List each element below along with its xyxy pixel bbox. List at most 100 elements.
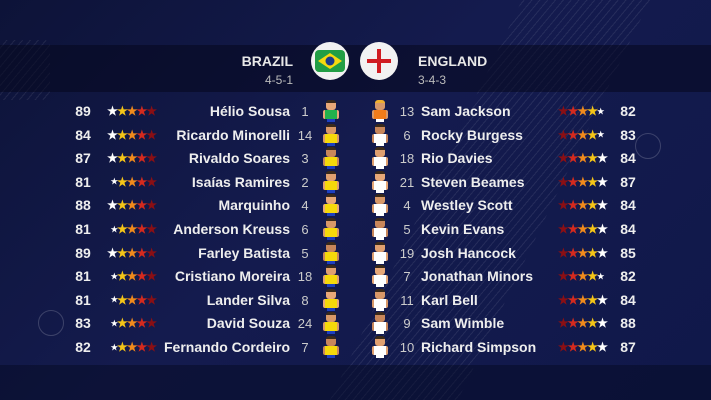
home-player-row[interactable]: 81 ★ ★ ★ ★ ★ Cristiano Moreira 18	[0, 265, 711, 288]
player-name: Fernando Cordeiro	[163, 339, 290, 355]
star-icon: ★	[577, 151, 589, 166]
star-icon: ★	[587, 104, 598, 118]
star-rating: ★ ★ ★ ★ ★	[558, 127, 604, 142]
star-icon: ★	[558, 316, 569, 331]
star-icon: ★	[116, 245, 128, 260]
player-rating: 84	[620, 150, 636, 167]
home-player-row[interactable]: 84 ★ ★ ★ ★ ★ Ricardo Minorelli 14	[0, 123, 711, 146]
away-player-row[interactable]: 19 Josh Hancock ★ ★ ★ ★ ★ 85	[0, 241, 711, 264]
home-player-row[interactable]: 81 ★ ★ ★ ★ ★ Anderson Kreuss 6	[0, 218, 711, 240]
star-icon: ★	[587, 174, 598, 189]
star-icon: ★	[597, 198, 608, 213]
star-rating: ★ ★ ★ ★ ★	[558, 292, 608, 307]
star-rating: ★ ★ ★ ★ ★	[102, 269, 157, 283]
star-rating: ★ ★ ★ ★ ★	[102, 316, 157, 331]
player-rating: 89	[75, 244, 91, 261]
player-rating: 84	[620, 221, 636, 237]
home-player-row[interactable]: 89 ★ ★ ★ ★ ★ Farley Batista 5	[0, 241, 711, 264]
away-player-row[interactable]: 21 Steven Beames ★ ★ ★ ★ ★ 87	[0, 170, 711, 193]
star-icon: ★	[116, 127, 128, 142]
star-icon: ★	[126, 174, 138, 189]
star-icon: ★	[577, 340, 589, 354]
player-sprite	[372, 218, 388, 240]
away-player-row[interactable]: 6 Rocky Burgess ★ ★ ★ ★ ★ 83	[0, 123, 711, 146]
star-icon: ★	[136, 127, 147, 142]
star-icon: ★	[558, 222, 569, 236]
home-player-row[interactable]: 82 ★ ★ ★ ★ ★ Fernando Cordeiro 7	[0, 336, 711, 358]
star-icon: ★	[110, 342, 118, 352]
star-icon: ★	[136, 292, 147, 307]
player-name: Farley Batista	[198, 244, 290, 261]
player-name: Cristiano Moreira	[174, 268, 290, 285]
star-icon: ★	[107, 104, 118, 118]
star-rating: ★ ★ ★ ★ ★	[102, 151, 157, 165]
brazil-flag-icon	[311, 42, 349, 80]
star-icon: ★	[110, 177, 118, 187]
player-rating: 85	[620, 244, 636, 261]
player-number: 14	[297, 127, 313, 143]
star-icon: ★	[587, 151, 598, 166]
star-icon: ★	[567, 269, 579, 284]
star-rating: ★ ★ ★ ★ ★	[102, 174, 157, 189]
player-number: 8	[301, 292, 309, 308]
away-player-row[interactable]: 10 Richard Simpson ★ ★ ★ ★ ★ 87	[0, 336, 711, 358]
player-rating: 81	[75, 268, 91, 285]
star-icon: ★	[597, 151, 608, 166]
star-icon: ★	[587, 340, 598, 354]
star-icon: ★	[567, 316, 579, 331]
player-sprite	[323, 241, 339, 264]
star-icon: ★	[587, 245, 598, 260]
decor-circle	[38, 310, 64, 336]
player-number: 7	[301, 340, 309, 355]
star-icon: ★	[587, 198, 598, 213]
home-player-row[interactable]: 89 ★ ★ ★ ★ ★ Hélio Sousa 1	[0, 100, 711, 122]
star-icon: ★	[136, 245, 147, 260]
player-name: Rocky Burgess	[421, 126, 523, 143]
star-icon: ★	[587, 222, 598, 236]
player-rating: 83	[75, 315, 91, 332]
star-rating: ★ ★ ★ ★ ★	[558, 151, 608, 166]
player-number: 13	[399, 104, 415, 119]
star-icon: ★	[107, 127, 118, 142]
star-icon: ★	[136, 198, 147, 213]
star-rating: ★ ★ ★ ★ ★	[558, 245, 608, 260]
player-name: Jonathan Minors	[421, 268, 534, 285]
away-player-row[interactable]: 7 Jonathan Minors ★ ★ ★ ★ ★ 82	[0, 265, 711, 288]
player-rating: 82	[620, 103, 636, 119]
home-player-row[interactable]: 87 ★ ★ ★ ★ ★ Rivaldo Soares 3	[0, 147, 711, 170]
player-rating: 81	[75, 173, 91, 190]
player-name: Anderson Kreuss	[173, 221, 290, 237]
star-icon: ★	[587, 269, 598, 284]
star-icon: ★	[587, 316, 598, 331]
player-number: 19	[399, 245, 415, 261]
away-player-row[interactable]: 11 Karl Bell ★ ★ ★ ★ ★ 84	[0, 288, 711, 311]
player-number: 11	[400, 292, 414, 308]
star-icon: ★	[567, 174, 579, 189]
away-player-row[interactable]: 13 Sam Jackson ★ ★ ★ ★ ★ 82	[0, 100, 711, 122]
star-icon: ★	[567, 292, 579, 307]
star-icon: ★	[116, 316, 128, 331]
player-sprite	[372, 265, 388, 288]
away-player-row[interactable]: 4 Westley Scott ★ ★ ★ ★ ★ 84	[0, 194, 711, 217]
home-player-row[interactable]: 88 ★ ★ ★ ★ ★ Marquinho 4	[0, 194, 711, 217]
player-rating: 88	[620, 315, 636, 332]
player-number: 7	[403, 269, 411, 285]
star-icon: ★	[558, 198, 569, 213]
star-icon: ★	[146, 127, 157, 142]
star-icon: ★	[136, 340, 147, 354]
home-player-row[interactable]: 83 ★ ★ ★ ★ ★ David Souza 24	[0, 312, 711, 335]
player-name: Josh Hancock	[421, 244, 516, 261]
star-icon: ★	[136, 104, 147, 118]
player-number: 4	[301, 198, 309, 214]
star-icon: ★	[110, 224, 118, 234]
home-player-row[interactable]: 81 ★ ★ ★ ★ ★ Isaías Ramires 2	[0, 170, 711, 193]
star-icon: ★	[587, 292, 598, 307]
away-player-row[interactable]: 9 Sam Wimble ★ ★ ★ ★ ★ 88	[0, 312, 711, 335]
home-player-row[interactable]: 81 ★ ★ ★ ★ ★ Lander Silva 8	[0, 288, 711, 311]
star-icon: ★	[558, 127, 569, 142]
star-icon: ★	[567, 127, 579, 142]
away-player-row[interactable]: 5 Kevin Evans ★ ★ ★ ★ ★ 84	[0, 218, 711, 240]
player-rating: 82	[75, 339, 91, 355]
player-number: 5	[301, 245, 309, 261]
away-player-row[interactable]: 18 Rio Davies ★ ★ ★ ★ ★ 84	[0, 147, 711, 170]
